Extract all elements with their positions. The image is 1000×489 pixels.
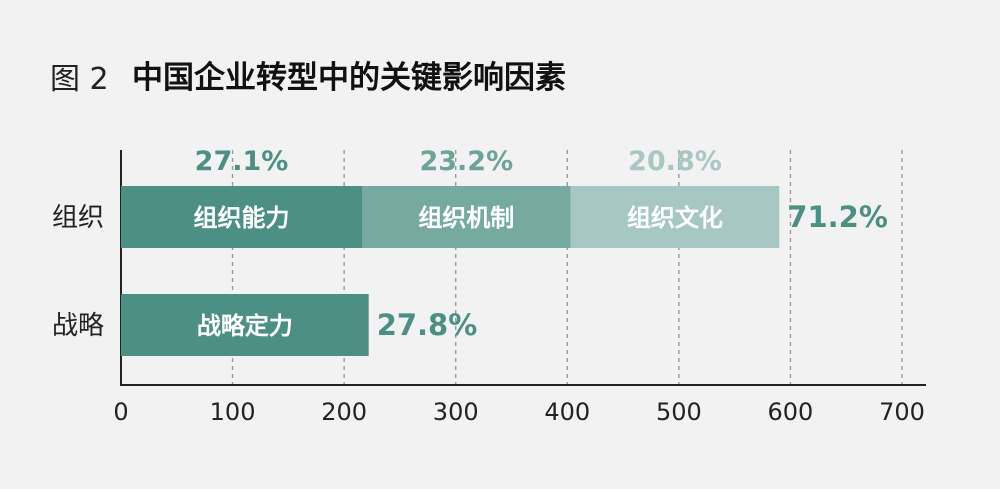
bar-segment — [361, 186, 571, 248]
segment-label: 组织机制 — [418, 204, 514, 232]
total-label: 71.2% — [787, 200, 888, 234]
x-tick-label: 100 — [210, 398, 256, 426]
segment-percent-label: 23.2% — [419, 146, 513, 177]
segment-label: 组织文化 — [627, 204, 723, 232]
x-tick-label: 500 — [656, 398, 702, 426]
bar-segment — [121, 294, 369, 356]
x-tick-label: 600 — [768, 398, 814, 426]
x-tick-label: 0 — [113, 398, 128, 426]
segment-percent-label: 27.1% — [195, 146, 289, 177]
bar-segment — [121, 186, 362, 248]
x-tick-label: 400 — [544, 398, 590, 426]
x-tick-label: 300 — [433, 398, 479, 426]
segment-label: 战略定力 — [197, 312, 293, 340]
segment-percent-label: 20.8% — [628, 146, 722, 177]
x-tick-label: 200 — [321, 398, 367, 426]
category-label: 战略 — [52, 311, 104, 341]
total-label: 27.8% — [377, 308, 478, 342]
x-tick-label: 700 — [879, 398, 925, 426]
figure-label: 图 2 — [50, 62, 109, 97]
category-label: 组织 — [52, 203, 104, 233]
bar-segment — [570, 186, 780, 248]
segment-label: 组织能力 — [193, 204, 289, 232]
chart-title: 中国企业转型中的关键影响因素 — [132, 60, 566, 96]
